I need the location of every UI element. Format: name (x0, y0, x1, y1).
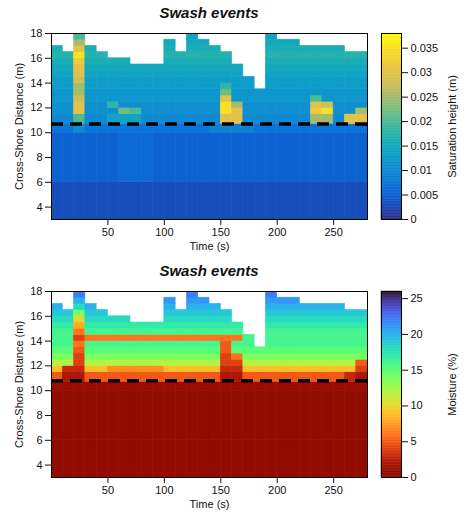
svg-text:8: 8 (36, 151, 42, 163)
svg-text:0.01: 0.01 (411, 164, 432, 176)
svg-text:50: 50 (102, 226, 114, 238)
svg-text:250: 250 (324, 484, 342, 496)
svg-text:20: 20 (411, 328, 423, 340)
svg-text:25: 25 (411, 292, 423, 304)
svg-text:100: 100 (155, 226, 173, 238)
svg-text:Cross-Shore Distance (m): Cross-Shore Distance (m) (13, 321, 25, 448)
svg-text:0.005: 0.005 (411, 189, 439, 201)
svg-text:Saturation height (m): Saturation height (m) (446, 75, 458, 178)
svg-text:18: 18 (30, 27, 42, 39)
svg-text:200: 200 (268, 484, 286, 496)
svg-text:0: 0 (411, 471, 417, 483)
html-text:Swash events: Swash events (159, 262, 259, 279)
svg-text:16: 16 (30, 52, 42, 64)
svg-text:16: 16 (30, 310, 42, 322)
svg-text:4: 4 (36, 201, 42, 213)
svg-text:6: 6 (36, 176, 42, 188)
svg-text:50: 50 (102, 484, 114, 496)
svg-text:0.035: 0.035 (411, 42, 439, 54)
svg-text:12: 12 (30, 359, 42, 371)
svg-text:8: 8 (36, 409, 42, 421)
svg-text:10: 10 (30, 126, 42, 138)
svg-text:200: 200 (268, 226, 286, 238)
svg-text:0.025: 0.025 (411, 91, 439, 103)
svg-text:0: 0 (411, 213, 417, 225)
svg-text:10: 10 (411, 399, 423, 411)
html-text:Swash events: Swash events (159, 4, 259, 21)
svg-text:Time (s): Time (s) (190, 240, 230, 252)
svg-text:4: 4 (36, 459, 42, 471)
svg-text:150: 150 (212, 226, 230, 238)
svg-text:0.03: 0.03 (411, 66, 432, 78)
svg-text:18: 18 (30, 285, 42, 297)
svg-text:Time (s): Time (s) (190, 498, 230, 510)
svg-text:250: 250 (324, 226, 342, 238)
svg-text:15: 15 (411, 364, 423, 376)
svg-text:5: 5 (411, 435, 417, 447)
svg-text:100: 100 (155, 484, 173, 496)
svg-text:0.02: 0.02 (411, 115, 432, 127)
svg-text:12: 12 (30, 101, 42, 113)
svg-text:14: 14 (30, 77, 42, 89)
svg-text:14: 14 (30, 335, 42, 347)
svg-text:Cross-Shore Distance (m): Cross-Shore Distance (m) (13, 63, 25, 190)
svg-text:150: 150 (212, 484, 230, 496)
svg-text:10: 10 (30, 384, 42, 396)
svg-text:6: 6 (36, 434, 42, 446)
svg-text:Moisture (%): Moisture (%) (446, 353, 458, 415)
svg-text:0.015: 0.015 (411, 140, 439, 152)
